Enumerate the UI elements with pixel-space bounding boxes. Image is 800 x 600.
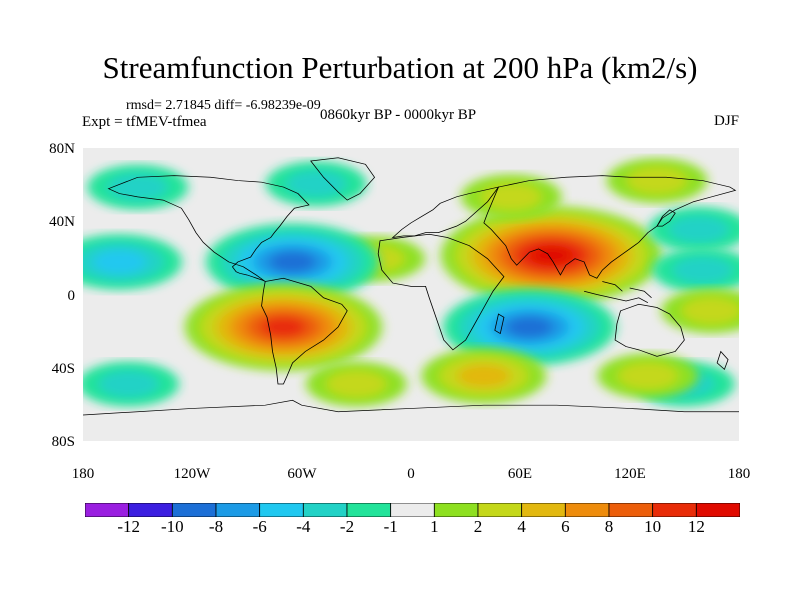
colorbar-swatch <box>259 503 304 517</box>
lon-tick: 120E <box>614 466 646 482</box>
coastline-asia <box>483 175 737 279</box>
coastline-north-america <box>107 175 310 282</box>
anomaly-blob <box>185 283 382 372</box>
anomaly-blob <box>83 361 179 407</box>
colorbar-swatch <box>608 503 654 517</box>
anomaly-blob <box>460 174 562 220</box>
lon-tick: 180 <box>71 466 95 482</box>
lat-tick: 0 <box>67 288 76 304</box>
anomaly-blob <box>597 353 699 399</box>
lon-tick: 60E <box>507 466 533 482</box>
lat-tick: 80N <box>49 141 75 157</box>
coastline-europe <box>391 186 500 239</box>
coastline-greenland <box>310 157 376 201</box>
colorbar <box>85 503 740 517</box>
colorbar-swatch <box>390 503 435 517</box>
colorbar-label: 12 <box>687 517 705 536</box>
anomaly-blob <box>440 206 662 305</box>
colorbar-label: 2 <box>473 517 483 536</box>
colorbar-label: 4 <box>517 517 526 536</box>
coastline-japan <box>656 209 676 227</box>
lon-tick: 0 <box>407 466 415 482</box>
lon-tick: 60W <box>287 466 317 482</box>
colorbar-swatch <box>302 503 348 517</box>
colorbar-swatch <box>564 503 610 517</box>
period-label: 0860kyr BP - 0000kyr BP <box>320 107 477 123</box>
coastline-indonesia <box>583 281 652 303</box>
colorbar-label: -1 <box>383 517 398 536</box>
coastline-australia <box>614 303 685 357</box>
colorbar-swatch <box>521 503 566 517</box>
coastline-madagascar <box>494 313 505 335</box>
colorbar-label: -12 <box>117 517 140 536</box>
colorbar-swatch <box>346 503 392 517</box>
lon-tick: 180 <box>727 466 751 482</box>
experiment-label: Expt = tfMEV-tfmea <box>82 114 207 130</box>
anomaly-blob <box>652 247 739 293</box>
colorbar-label: 1 <box>430 517 439 536</box>
colorbar-label: 10 <box>644 517 662 536</box>
rmsd-diff-stats: rmsd= 2.71845 diff= -6.98239e-09 <box>126 98 321 113</box>
anomaly-blob <box>206 223 379 301</box>
colorbar-swatch <box>215 503 261 517</box>
lat-tick: 40N <box>49 214 75 230</box>
anomaly-blob <box>306 361 407 407</box>
colorbar-label: 8 <box>604 517 614 536</box>
colorbar-label: -10 <box>160 517 184 536</box>
anomaly-blob <box>661 288 739 334</box>
anomaly-blob <box>421 348 547 404</box>
streamfunction-map <box>83 148 739 441</box>
coastline-africa <box>377 233 505 351</box>
colorbar-label: 6 <box>561 517 570 536</box>
plot-title: Streamfunction Perturbation at 200 hPa (… <box>102 50 698 85</box>
colorbar-swatch <box>171 503 217 517</box>
anomaly-blob <box>648 206 739 252</box>
anomaly-blob <box>87 164 188 210</box>
colorbar-label: -2 <box>339 517 355 536</box>
colorbar-swatch <box>652 503 697 517</box>
season-label: DJF <box>713 113 739 129</box>
colorbar-label: -6 <box>252 517 267 536</box>
lon-tick: 120W <box>173 466 211 482</box>
anomaly-blob <box>83 234 182 290</box>
colorbar-swatch <box>695 503 740 517</box>
coastlines <box>83 157 739 416</box>
colorbar-swatch <box>85 503 130 517</box>
coastline-south-america <box>261 277 348 385</box>
lat-tick: 80S <box>51 434 75 450</box>
colorbar-label: -8 <box>208 517 224 536</box>
lat-tick: 40S <box>51 361 75 377</box>
colorbar-swatch <box>433 503 479 517</box>
colorbar-label: -4 <box>296 517 311 536</box>
coastline-antarctica <box>83 399 739 416</box>
anomaly-layer <box>83 158 739 407</box>
colorbar-swatch <box>477 503 523 517</box>
colorbar-swatch <box>128 503 173 517</box>
anomaly-blob <box>443 288 616 366</box>
coastline-new-zealand <box>716 350 729 371</box>
anomaly-blob <box>606 158 708 204</box>
